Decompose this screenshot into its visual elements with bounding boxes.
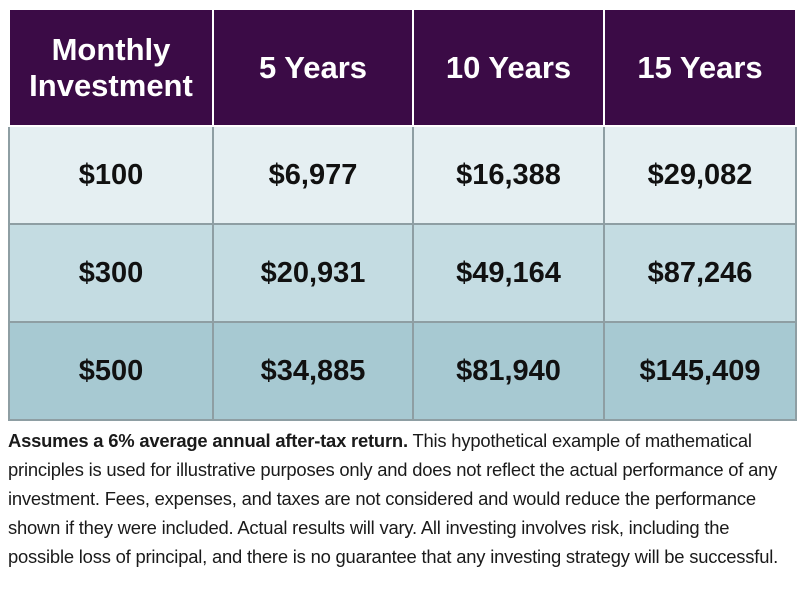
footnote-bold: Assumes a 6% average annual after-tax re…	[8, 430, 408, 451]
header-row: Monthly Investment 5 Years 10 Years 15 Year…	[8, 10, 797, 127]
table-body: $100 $6,977 $16,388 $29,082 $300 $20,931 $49,1…	[8, 125, 797, 421]
value-cell: $20,931	[212, 223, 414, 323]
header-cell: Monthly Investment	[8, 10, 214, 127]
header-cell: 5 Years	[212, 10, 414, 127]
table-row: $500 $34,885 $81,940 $145,409	[8, 321, 797, 421]
investment-table: Monthly Investment 5 Years 10 Years 15 Year…	[8, 10, 797, 421]
table-row: $100 $6,977 $16,388 $29,082	[8, 125, 797, 225]
row-label: $100	[8, 125, 214, 225]
footnote-text: This hypothetical example of mathematica…	[8, 430, 779, 567]
table-row: $300 $20,931 $49,164 $87,246	[8, 223, 797, 323]
value-cell: $81,940	[412, 321, 605, 421]
header-cell: 15 Years	[603, 10, 797, 127]
value-cell: $34,885	[212, 321, 414, 421]
value-cell: $16,388	[412, 125, 605, 225]
value-cell: $6,977	[212, 125, 414, 225]
header-cell: 10 Years	[412, 10, 605, 127]
row-label: $500	[8, 321, 214, 421]
value-cell: $29,082	[603, 125, 797, 225]
value-cell: $87,246	[603, 223, 797, 323]
value-cell: $145,409	[603, 321, 797, 421]
value-cell: $49,164	[412, 223, 605, 323]
footnote: Assumes a 6% average annual after-tax re…	[8, 426, 798, 571]
row-label: $300	[8, 223, 214, 323]
